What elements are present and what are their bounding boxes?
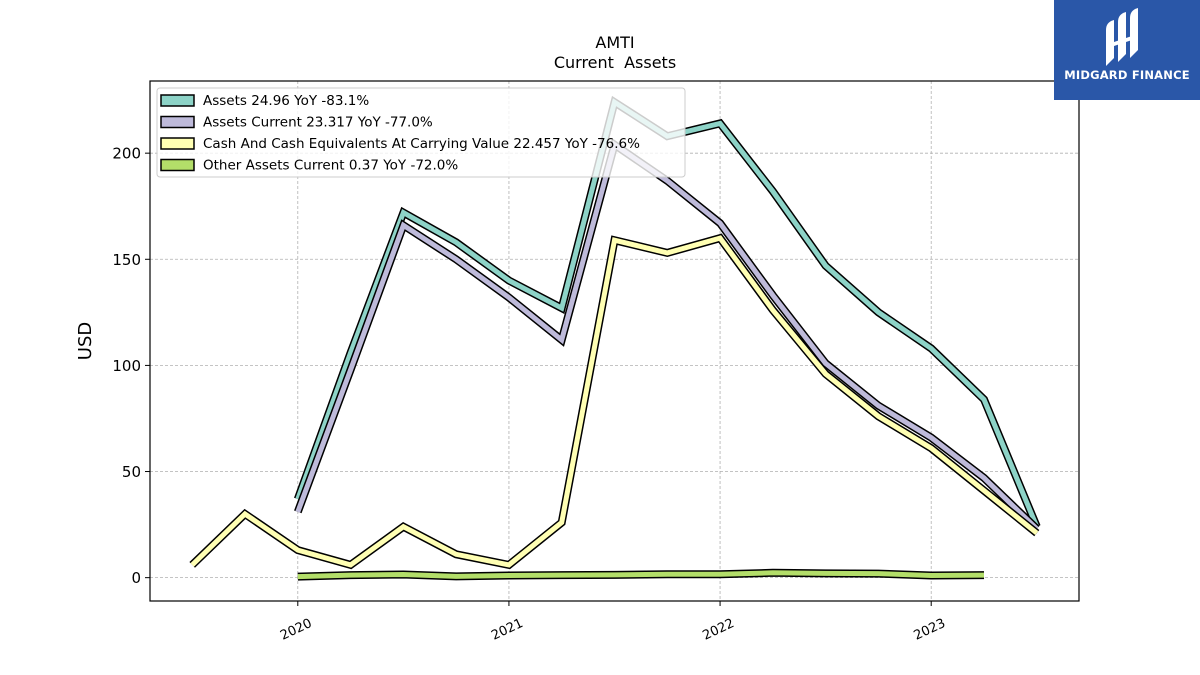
x-tick-label: 2020	[278, 616, 314, 644]
x-tick-label: 2023	[912, 616, 948, 644]
y-tick-label: 150	[112, 251, 141, 269]
axis-layer: 0 50 100 150 200 2020 2021 2022 2023	[112, 145, 948, 644]
chart-subtitle: Current Assets	[554, 53, 676, 72]
legend-swatch	[160, 94, 195, 107]
y-tick-label: 0	[131, 569, 141, 587]
logo-text: MIDGARD FINANCE	[1064, 68, 1190, 82]
midgard-finance-logo: MIDGARD FINANCE	[1054, 0, 1200, 100]
plot-frame	[149, 80, 1080, 602]
x-tick-label: 2021	[489, 616, 525, 644]
legend-label: Other Assets Current 0.37 YoY -72.0%	[203, 158, 458, 174]
chart-title: AMTI	[595, 33, 634, 52]
legend: Assets 24.96 YoY -83.1% Assets Current 23…	[156, 87, 686, 178]
y-axis-label: USD	[75, 322, 96, 360]
y-tick-label: 50	[122, 463, 141, 481]
legend-swatch	[160, 158, 195, 172]
legend-label: Assets Current 23.317 YoY -77.0%	[203, 115, 433, 131]
legend-swatch	[160, 115, 195, 129]
legend-box	[156, 87, 686, 178]
series-line	[295, 140, 1039, 531]
y-tick-label: 200	[112, 145, 141, 163]
midgard-logo-mark-icon	[1106, 8, 1138, 66]
x-tick-label: 2022	[700, 616, 736, 644]
legend-label: Cash And Cash Equivalents At Carrying Va…	[203, 136, 640, 152]
series-line	[297, 570, 985, 580]
legend-label: Assets 24.96 YoY -83.1%	[203, 93, 369, 109]
legend-swatch	[160, 137, 195, 150]
y-tick-label: 100	[112, 357, 141, 375]
series-line-outline	[189, 233, 1040, 570]
series-line	[190, 235, 1039, 568]
